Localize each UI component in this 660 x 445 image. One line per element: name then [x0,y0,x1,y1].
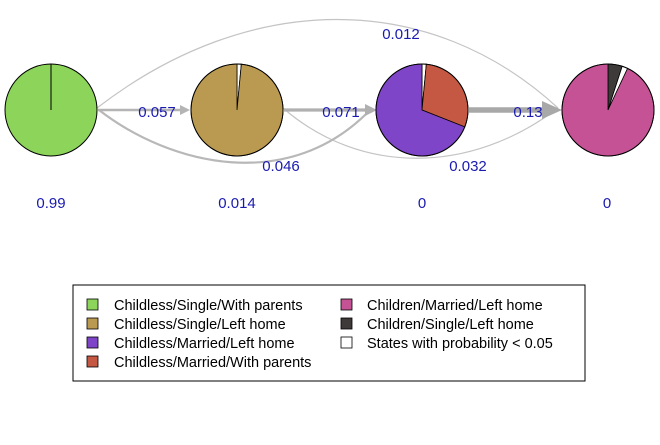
arrow-node-2-to-node-4 [282,107,559,159]
arrow-node-1-to-node-3 [98,107,373,164]
initial-probability-node-3: 0 [418,195,426,212]
legend-label: Childless/Single/With parents [114,298,303,314]
legend-left-column: Childless/Single/With parents Childless/… [86,298,311,371]
arrowhead-node-3-to-node-4 [542,101,562,119]
legend-swatch [86,336,99,349]
initial-probability-node-2: 0.014 [218,195,256,212]
legend-label: States with probability < 0.05 [367,336,553,352]
state-pie-node-4 [561,63,655,157]
arrowhead-node-2-to-node-3 [365,104,377,116]
legend-swatch [340,336,353,349]
legend: Childless/Single/With parents Childless/… [72,284,586,382]
arrow-node-1-to-node-4 [96,18,559,109]
transition-label-node-1-to-node-3: 0.046 [262,158,300,175]
transition-label-node-2-to-node-4: 0.032 [449,158,487,175]
pie-outline [190,63,284,157]
legend-right-column: Children/Married/Left home Children/Sing… [340,298,553,352]
pie-outline [4,63,98,157]
pie-outline [561,63,655,157]
legend-label: Children/Single/Left home [367,317,534,333]
initial-probability-node-4: 0 [603,195,611,212]
legend-label: Childless/Married/Left home [114,336,295,352]
legend-swatch [86,298,99,311]
transition-label-node-1-to-node-4: 0.012 [382,26,420,43]
legend-label: Childless/Single/Left home [114,317,286,333]
legend-swatch [340,298,353,311]
legend-swatch [86,355,99,368]
state-pie-node-1 [4,63,98,157]
state-pie-node-3 [375,63,469,157]
legend-label: Children/Married/Left home [367,298,543,314]
transition-label-node-2-to-node-3: 0.071 [322,104,360,121]
legend-label: Childless/Married/With parents [114,355,311,371]
transition-label-node-3-to-node-4: 0.13 [513,104,542,121]
transition-arrows [96,18,562,164]
legend-box [72,284,586,382]
transition-label-node-1-to-node-2: 0.057 [138,104,176,121]
legend-swatch [86,317,99,330]
state-pie-node-2 [190,63,284,157]
arrowhead-node-1-to-node-2 [180,105,190,115]
initial-probability-node-1: 0.99 [36,195,65,212]
legend-swatch [340,317,353,330]
pie-outline [375,63,469,157]
